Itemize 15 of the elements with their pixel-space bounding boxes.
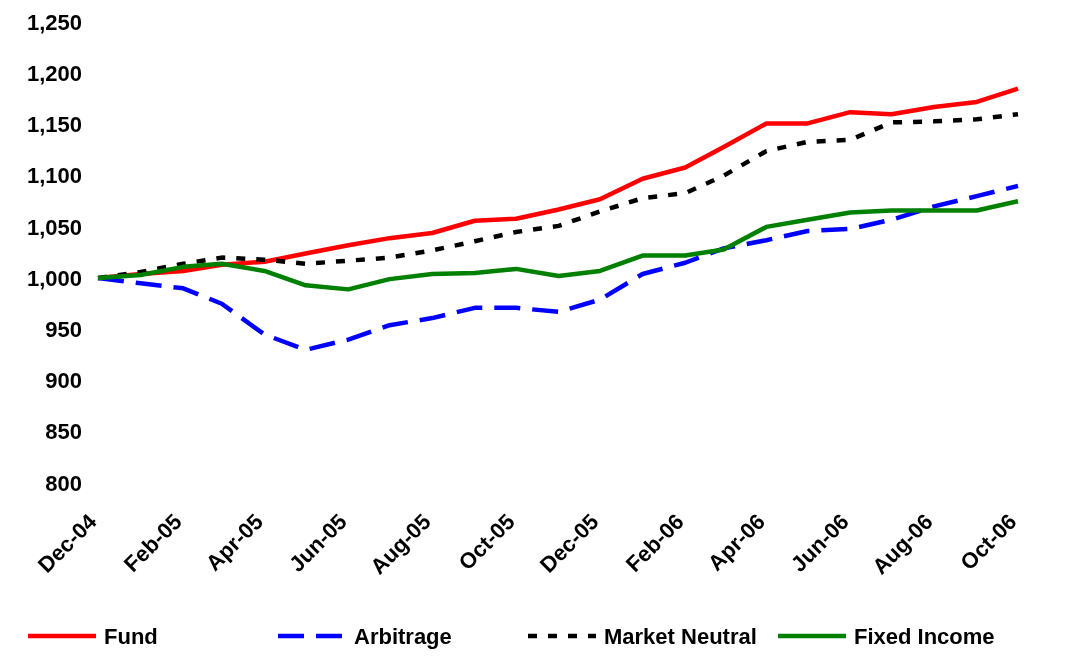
line-series xyxy=(95,199,1021,292)
legend-label: Fixed Income xyxy=(854,623,995,649)
legend-label: Arbitrage xyxy=(354,623,452,649)
legend-label: Market Neutral xyxy=(604,623,757,649)
y-tick-label: 1,100 xyxy=(26,163,82,189)
y-tick-label: 1,200 xyxy=(26,60,82,86)
y-tick-label: 1,250 xyxy=(26,9,82,35)
y-tick-label: 850 xyxy=(45,419,82,445)
y-tick-label: 900 xyxy=(45,368,82,394)
y-tick-label: 1,000 xyxy=(26,265,82,291)
legend-label: Fund xyxy=(104,623,158,649)
y-tick-label: 950 xyxy=(45,317,82,343)
y-tick-label: 1,050 xyxy=(26,214,82,240)
y-tick-label: 1,150 xyxy=(26,112,82,138)
y-tick-label: 800 xyxy=(45,470,82,496)
